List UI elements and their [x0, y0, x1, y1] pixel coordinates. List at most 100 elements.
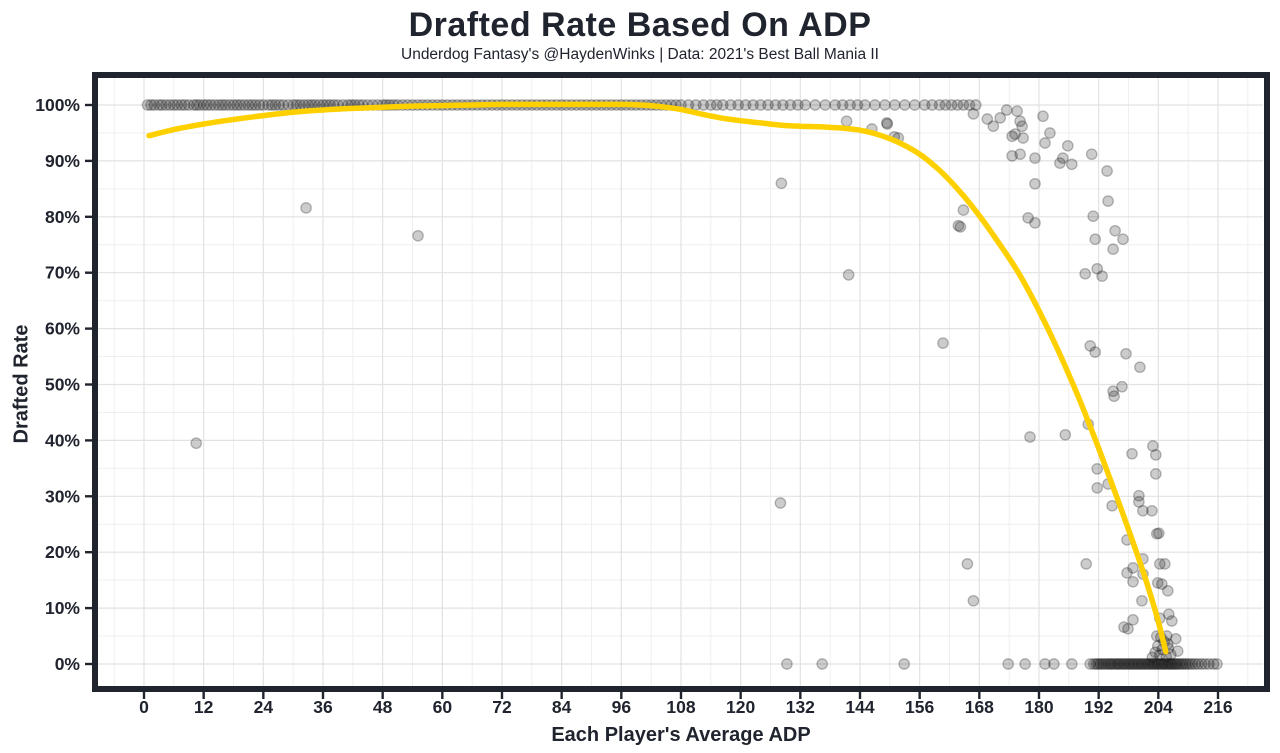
scatter-point [888, 99, 901, 111]
trend-line [146, 101, 1169, 655]
scatter-point [1084, 340, 1097, 352]
scatter-point [178, 99, 191, 111]
scatter-point [1195, 658, 1208, 670]
scatter-point [1091, 463, 1104, 475]
scatter-point [249, 99, 262, 111]
scatter-point [1135, 658, 1147, 670]
scatter-point [1039, 137, 1051, 149]
scatter-point [1171, 645, 1184, 657]
scatter-point [300, 202, 312, 214]
scatter-point [1113, 658, 1125, 670]
scatter-point [784, 99, 797, 111]
scatter-point [1109, 658, 1122, 670]
scatter-point [981, 113, 994, 125]
scatter-point [952, 219, 965, 232]
scatter-point [881, 118, 894, 130]
scatter-point [880, 117, 893, 129]
scatter-point [1107, 658, 1120, 670]
scatter-point [945, 99, 958, 111]
scatter-point [1089, 233, 1102, 246]
scatter-point [732, 99, 745, 111]
scatter-point [1149, 646, 1162, 659]
scatter-point [1153, 658, 1166, 670]
scatter-point [1133, 489, 1145, 502]
scatter-point [1189, 658, 1201, 670]
scatter-point [145, 99, 157, 111]
y-tick-label: 30% [45, 486, 80, 506]
scatter-point [1153, 558, 1166, 570]
x-tick-label: 180 [1024, 697, 1053, 717]
scatter-point [994, 112, 1007, 124]
scatter-point [1158, 558, 1171, 570]
scatter-point [262, 99, 275, 111]
scatter-point [1171, 658, 1184, 670]
scatter-point [842, 269, 855, 281]
chart-subtitle: Underdog Fantasy's @HaydenWinks | Data: … [401, 46, 879, 63]
scatter-point [918, 99, 931, 111]
scatter-point [1009, 128, 1021, 140]
scatter-point [273, 99, 286, 111]
scatter-point [227, 99, 240, 111]
scatter-point [1102, 195, 1114, 207]
scatter-point [1039, 658, 1051, 670]
scatter-point [1065, 158, 1078, 171]
scatter-point [1029, 152, 1041, 164]
scatter-point [961, 558, 974, 570]
scatter-point [926, 99, 938, 111]
scatter-point [1107, 243, 1119, 256]
scatter-point [840, 115, 853, 128]
y-tick-label: 20% [45, 542, 80, 562]
scatter-point [1165, 615, 1178, 627]
scatter-point [1014, 115, 1026, 128]
scatter-point [234, 99, 247, 111]
scatter-point [1107, 385, 1119, 398]
scatter-point [1145, 658, 1158, 670]
scatter-point [1118, 621, 1130, 633]
scatter-point [1133, 496, 1145, 508]
scatter-point [223, 99, 236, 111]
scatter-point [1037, 110, 1049, 123]
scatter-point [1117, 233, 1129, 246]
scatter-point [1147, 658, 1159, 670]
scatter-point [1108, 390, 1120, 403]
scatter-point [148, 99, 161, 111]
scatter-point [774, 497, 787, 509]
x-tick-label: 84 [552, 697, 572, 717]
scatter-point [1117, 658, 1129, 670]
x-tick-label: 132 [786, 697, 815, 717]
x-tick-label: 12 [194, 697, 214, 717]
scatter-point [1024, 431, 1036, 443]
scatter-point [204, 99, 217, 111]
scatter-point [1142, 658, 1154, 670]
scatter-point [1000, 104, 1013, 116]
scatter-point [246, 99, 258, 111]
scatter-point [809, 99, 822, 111]
x-tick-label: 96 [612, 697, 632, 717]
scatter-point [201, 99, 213, 111]
scatter-point [851, 99, 864, 111]
scatter-point [1169, 632, 1182, 645]
scatter-point [1006, 150, 1018, 162]
y-tick-label: 70% [45, 263, 80, 283]
scatter-point [1115, 658, 1127, 670]
scatter-point [869, 99, 881, 111]
scatter-point [1121, 567, 1133, 579]
scatter-point [967, 594, 980, 607]
y-tick-label: 90% [45, 151, 80, 171]
scatter-point [197, 99, 210, 111]
scatter-point [987, 120, 1000, 133]
scatter-point [957, 99, 970, 111]
scatter-point [1136, 594, 1148, 607]
y-tick-label: 50% [45, 375, 80, 395]
scatter-point [212, 99, 225, 111]
scatter-point [762, 99, 774, 111]
scatter-point [1080, 558, 1093, 570]
scatter-point [1138, 658, 1151, 670]
scatter-point [963, 99, 976, 111]
x-tick-label: 0 [139, 697, 149, 717]
scatter-point [939, 99, 952, 111]
x-tick-label: 24 [254, 697, 274, 717]
scatter-point [937, 337, 949, 349]
scatter-point [1084, 658, 1097, 670]
y-tick-label: 40% [45, 430, 80, 450]
